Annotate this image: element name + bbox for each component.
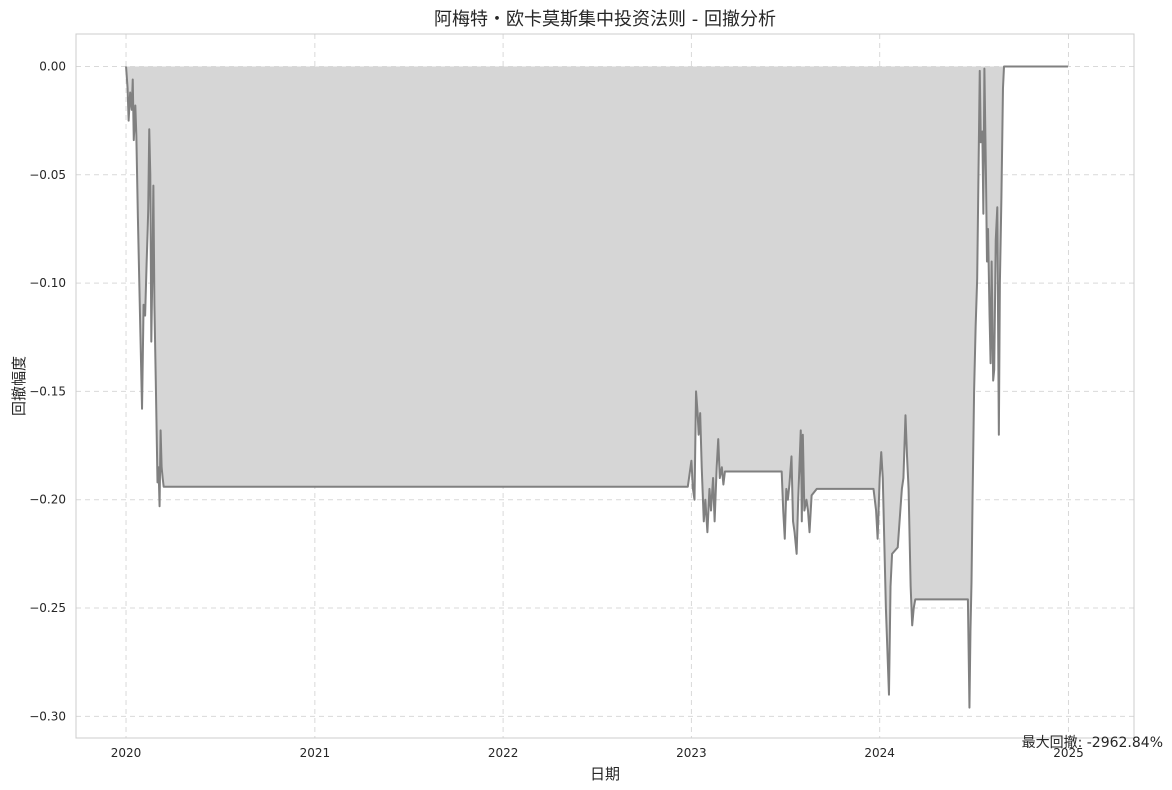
drawdown-area <box>126 66 1068 708</box>
drawdown-line <box>125 65 1068 709</box>
x-axis-title: 日期 <box>590 765 620 783</box>
chart-title: 阿梅特・欧卡莫斯集中投资法则 - 回撤分析 <box>434 9 776 30</box>
y-tick-label: −0.30 <box>29 709 66 723</box>
y-axis-title: 回撤幅度 <box>10 356 28 416</box>
plot-layer <box>125 65 1068 709</box>
max-drawdown-annotation: 最大回撤: -2962.84% <box>1022 735 1163 751</box>
x-tick-label: 2024 <box>864 746 895 760</box>
y-tick-label: −0.10 <box>29 276 66 290</box>
y-tick-label: −0.05 <box>29 168 66 182</box>
y-tick-label: −0.15 <box>29 384 66 398</box>
x-axis-ticks: 2020 2021 2022 2023 2024 2025 <box>111 746 1084 760</box>
x-tick-label: 2025 <box>1053 746 1084 760</box>
x-tick-label: 2023 <box>676 746 707 760</box>
y-tick-label: 0.00 <box>39 59 66 73</box>
x-tick-label: 2020 <box>111 746 142 760</box>
y-tick-label: −0.25 <box>29 601 66 615</box>
y-tick-label: −0.20 <box>29 493 66 507</box>
x-tick-label: 2022 <box>488 746 519 760</box>
x-tick-label: 2021 <box>300 746 331 760</box>
plot-frame <box>75 33 1135 739</box>
y-axis-ticks: 0.00 −0.05 −0.10 −0.15 −0.20 −0.25 −0.30 <box>29 59 66 723</box>
